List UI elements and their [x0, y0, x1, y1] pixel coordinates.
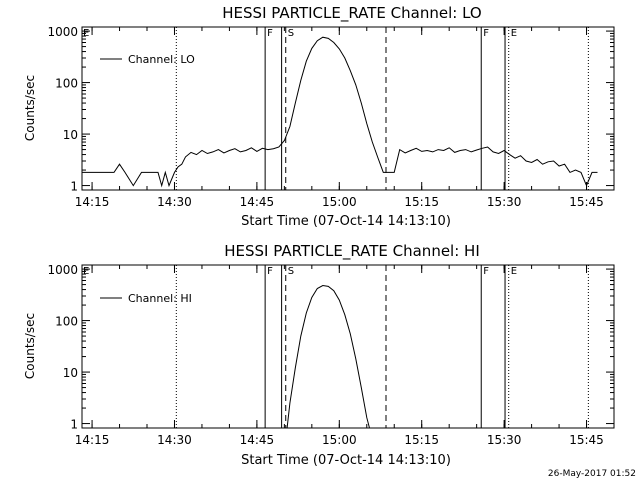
legend-label-hi: Channel: HI [128, 292, 192, 305]
chart-title-hi: HESSI PARTICLE_RATE Channel: HI [224, 242, 480, 261]
chart-panel-hi: HESSI PARTICLE_RATE Channel: HI Counts/s… [23, 242, 615, 468]
x-tick-label-hi: 14:45 [240, 433, 275, 447]
y-axis-label-hi: Counts/sec [23, 313, 37, 379]
x-tick-label-hi: 15:45 [569, 433, 604, 447]
y-tick-label-hi: 1000 [47, 263, 78, 277]
legend-lo: Channel: LO [100, 53, 195, 66]
y-tick-label-lo: 1 [70, 180, 78, 194]
series-line-hi [286, 284, 370, 429]
y-axis-label-lo: Counts/sec [23, 75, 37, 141]
x-tick-label-lo: 14:15 [75, 195, 110, 209]
x-tick-label-hi: 14:30 [157, 433, 192, 447]
event-marker-label-lo: S [288, 28, 294, 39]
chart-panel-lo: HESSI PARTICLE_RATE Channel: LO Counts/s… [23, 4, 615, 229]
y-tick-label-hi: 1 [70, 418, 78, 432]
x-tick-label-lo: 15:15 [404, 195, 439, 209]
x-axis-label-lo: Start Time (07-Oct-14 14:13:10) [241, 214, 451, 229]
event-marker-label-lo: F [483, 28, 489, 39]
x-tick-label-lo: 14:30 [157, 195, 192, 209]
x-tick-label-lo: 15:45 [569, 195, 604, 209]
y-tick-label-hi: 100 [55, 315, 78, 329]
y-tick-label-lo: 10 [63, 128, 78, 142]
plot-frame-hi [81, 264, 615, 429]
event-marker-label-hi: E [511, 266, 517, 277]
chart-title-lo: HESSI PARTICLE_RATE Channel: LO [222, 4, 481, 23]
x-tick-label-lo: 14:45 [240, 195, 275, 209]
series-line-lo [82, 36, 598, 188]
x-tick-label-hi: 15:00 [322, 433, 357, 447]
corner-marker-label-lo: E [83, 28, 89, 39]
event-marker-label-lo: F [267, 28, 273, 39]
x-tick-label-lo: 15:30 [487, 195, 522, 209]
event-marker-label-hi: F [267, 266, 273, 277]
y-tick-label-lo: 100 [55, 77, 78, 91]
x-tick-label-hi: 15:30 [487, 433, 522, 447]
y-tick-label-lo: 1000 [47, 25, 78, 39]
corner-marker-label-hi: E [83, 266, 89, 277]
x-tick-label-lo: 15:00 [322, 195, 357, 209]
legend-label-lo: Channel: LO [128, 53, 195, 66]
y-tick-label-hi: 10 [63, 366, 78, 380]
event-marker-label-lo: E [511, 28, 517, 39]
event-marker-label-hi: S [288, 266, 294, 277]
event-marker-label-hi: F [483, 266, 489, 277]
x-axis-label-hi: Start Time (07-Oct-14 14:13:10) [241, 453, 451, 468]
plot-frame-lo [81, 26, 615, 191]
footer-timestamp: 26-May-2017 01:52 [548, 469, 636, 479]
x-tick-label-hi: 14:15 [75, 433, 110, 447]
x-tick-label-hi: 15:15 [404, 433, 439, 447]
